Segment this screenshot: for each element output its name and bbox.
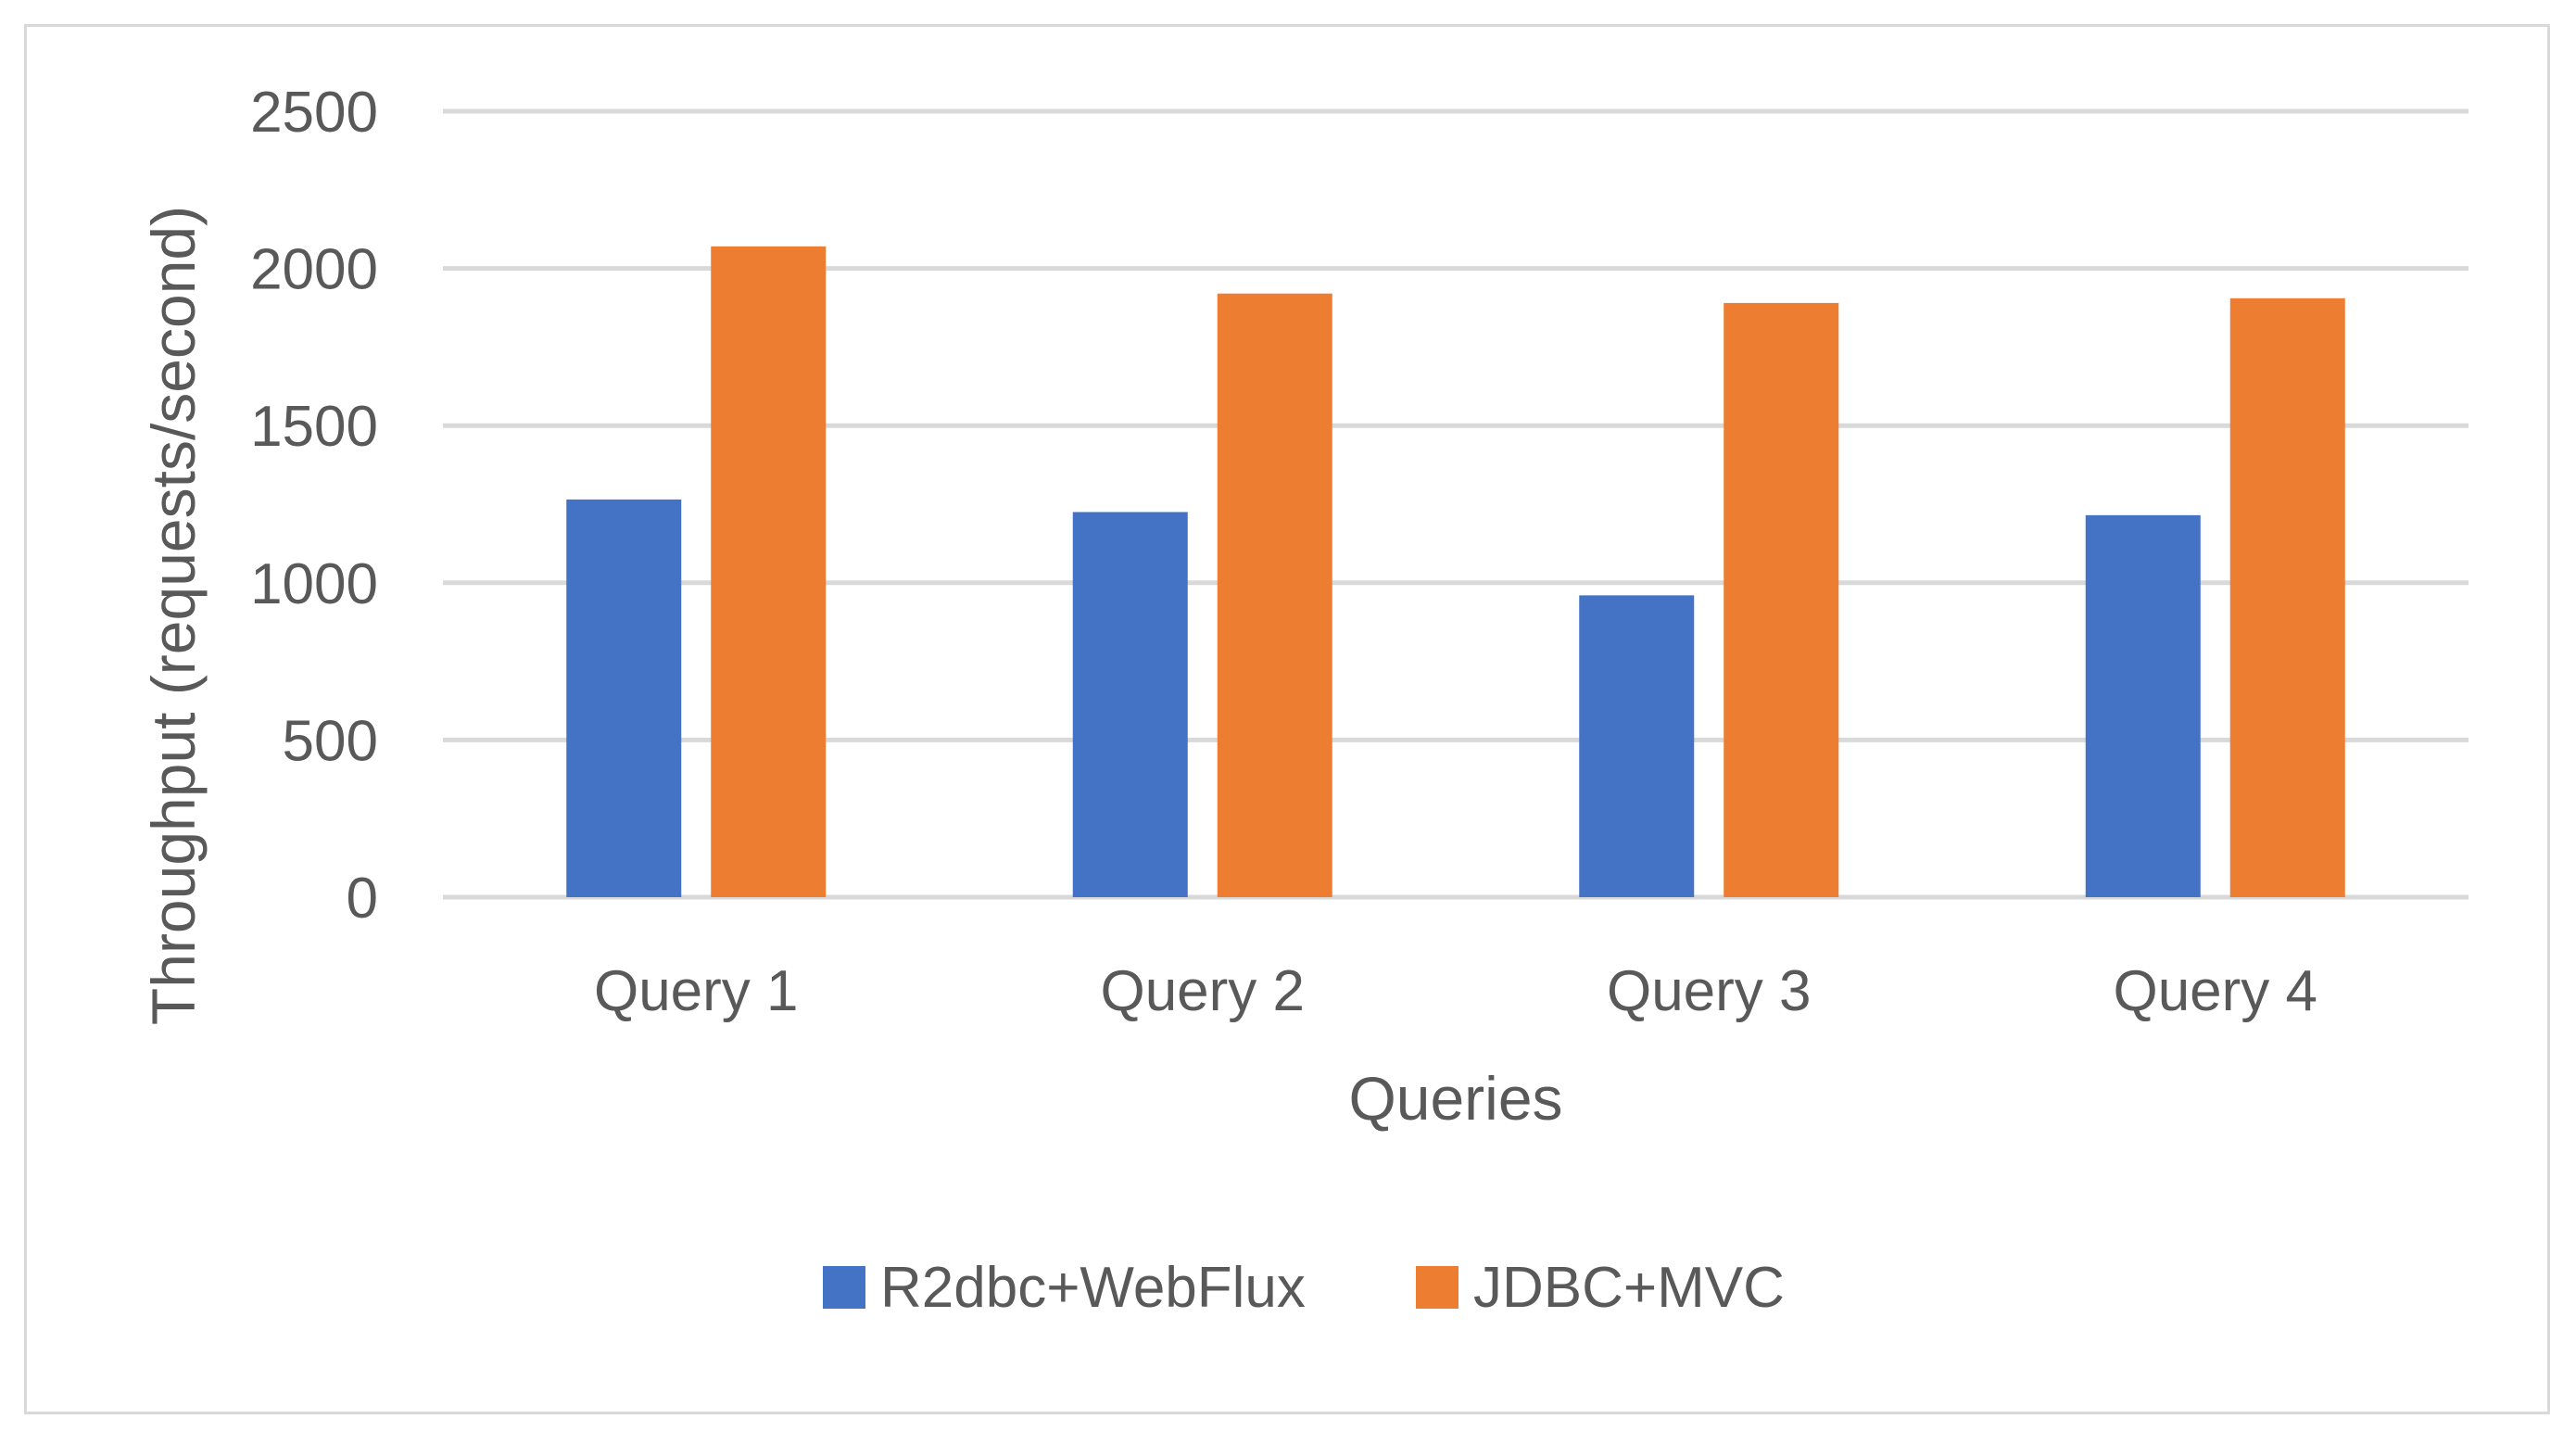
y-axis-title: Throughput (requests/second) bbox=[139, 206, 208, 1025]
x-tick-label-query-2: Query 2 bbox=[1100, 959, 1305, 1023]
bar-jdbc-mvc-query-4 bbox=[2229, 298, 2345, 898]
y-tick-label-500: 500 bbox=[283, 709, 378, 773]
y-tick-label-2500: 2500 bbox=[250, 81, 378, 145]
y-tick-label-1000: 1000 bbox=[250, 552, 378, 616]
bar-r2dbc-webflux-query-4 bbox=[2085, 514, 2201, 897]
bars bbox=[566, 246, 2345, 898]
bar-jdbc-mvc-query-1 bbox=[711, 246, 827, 898]
x-tick-label-query-4: Query 4 bbox=[2113, 959, 2317, 1023]
legend-swatch-r2dbc-webflux bbox=[823, 1266, 865, 1309]
bar-jdbc-mvc-query-3 bbox=[1724, 302, 1839, 897]
bar-jdbc-mvc-query-2 bbox=[1217, 293, 1332, 898]
x-tick-label-query-3: Query 3 bbox=[1607, 959, 1812, 1023]
bar-r2dbc-webflux-query-1 bbox=[566, 499, 682, 897]
bar-r2dbc-webflux-query-2 bbox=[1072, 512, 1188, 897]
x-tick-label-query-1: Query 1 bbox=[594, 959, 799, 1023]
y-tick-label-0: 0 bbox=[347, 867, 378, 931]
x-axis-ticks: Query 1 Query 2 Query 3 Query 4 bbox=[594, 959, 2317, 1023]
y-axis-ticks: 0 500 1000 1500 2000 2500 bbox=[250, 81, 378, 931]
x-axis-title: Queries bbox=[1348, 1064, 1562, 1133]
bar-r2dbc-webflux-query-3 bbox=[1579, 595, 1695, 897]
legend-label-r2dbc-webflux: R2dbc+WebFlux bbox=[880, 1256, 1306, 1320]
y-tick-label-2000: 2000 bbox=[250, 238, 378, 302]
y-tick-label-1500: 1500 bbox=[250, 395, 378, 459]
legend: R2dbc+WebFlux JDBC+MVC bbox=[823, 1256, 1785, 1320]
legend-label-jdbc-mvc: JDBC+MVC bbox=[1473, 1256, 1785, 1320]
legend-swatch-jdbc-mvc bbox=[1416, 1266, 1458, 1309]
